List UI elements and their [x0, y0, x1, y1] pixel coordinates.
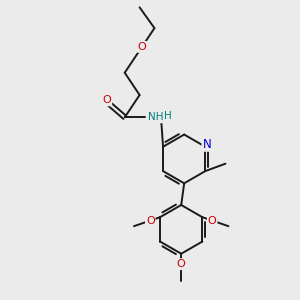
Text: H: H	[164, 111, 172, 121]
Text: O: O	[177, 259, 186, 269]
Text: O: O	[138, 42, 146, 52]
Text: NH: NH	[148, 112, 164, 122]
Text: O: O	[146, 216, 154, 226]
Text: N: N	[202, 138, 211, 151]
Text: O: O	[103, 95, 111, 105]
Text: O: O	[208, 216, 217, 226]
